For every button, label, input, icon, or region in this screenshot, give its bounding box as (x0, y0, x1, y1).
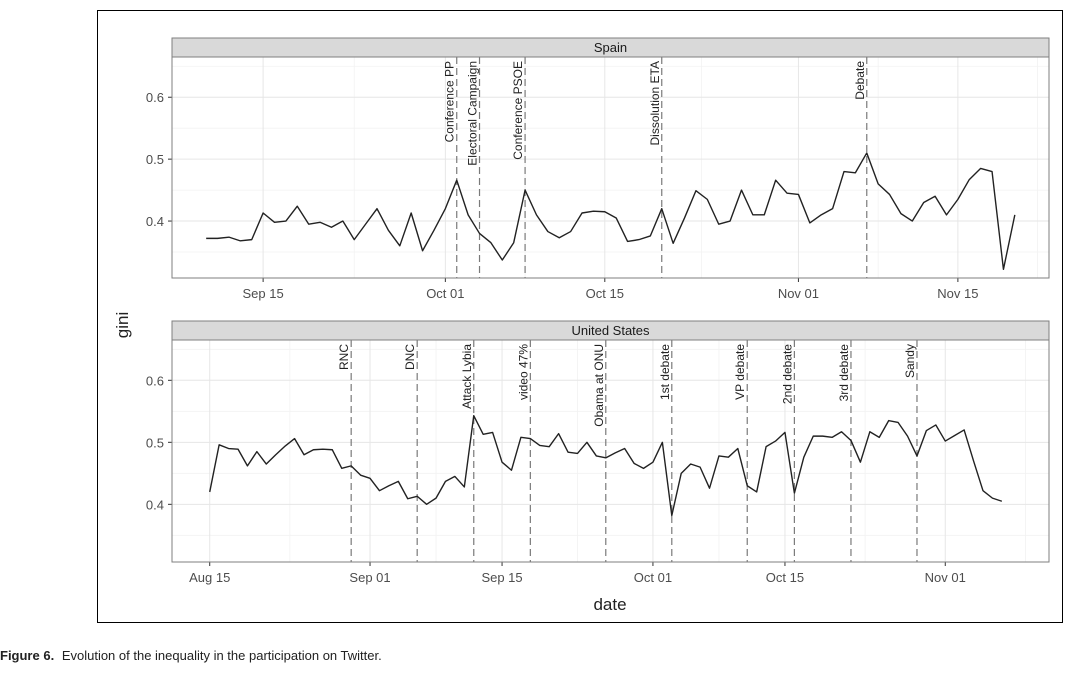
x-tick-label: Oct 01 (426, 286, 464, 301)
event-label: Obama at ONU (592, 344, 606, 427)
event-label: Sandy (903, 344, 917, 378)
event-label: 2nd debate (780, 344, 794, 404)
x-tick-label: Oct 01 (634, 570, 672, 585)
caption-text: Evolution of the inequality in the parti… (62, 648, 382, 663)
event-label: Conference PSOE (511, 61, 525, 160)
caption: Figure 6. Evolution of the inequality in… (0, 648, 382, 663)
x-axis-title: date (593, 595, 626, 614)
event-label: 3rd debate (837, 344, 851, 402)
event-label: 1st debate (658, 344, 672, 400)
event-label: Dissolution ETA (648, 61, 662, 145)
y-axis-title: gini (113, 312, 132, 338)
x-tick-label: Sep 15 (243, 286, 284, 301)
event-label: Electoral Campaign (466, 61, 480, 166)
data-line (206, 152, 1016, 271)
x-tick-label: Aug 15 (189, 570, 230, 585)
strip-title: United States (571, 323, 650, 338)
x-tick-label: Oct 15 (766, 570, 804, 585)
event-label: DNC (403, 344, 417, 370)
event-label: video 47% (516, 344, 530, 400)
event-label: VP debate (733, 344, 747, 400)
data-line (209, 414, 1003, 517)
x-tick-label: Sep 15 (481, 570, 522, 585)
x-tick-label: Nov 01 (778, 286, 819, 301)
y-tick-label: 0.6 (146, 373, 164, 388)
figure-border (97, 10, 1063, 623)
event-label: RNC (337, 344, 351, 370)
y-tick-label: 0.4 (146, 497, 164, 512)
event-label: Conference PP (443, 61, 457, 142)
event-label: Attack Lybia (460, 344, 474, 409)
y-tick-label: 0.5 (146, 152, 164, 167)
x-tick-label: Oct 15 (586, 286, 624, 301)
y-tick-label: 0.5 (146, 435, 164, 450)
x-tick-label: Nov 01 (925, 570, 966, 585)
panel (172, 340, 1049, 562)
y-tick-label: 0.6 (146, 90, 164, 105)
caption-label: Figure 6. (0, 648, 54, 663)
y-tick-label: 0.4 (146, 214, 164, 229)
panel (172, 57, 1049, 278)
strip-title: Spain (594, 40, 627, 55)
x-tick-label: Sep 01 (349, 570, 390, 585)
panel-border (171, 339, 1050, 563)
x-tick-label: Nov 15 (937, 286, 978, 301)
panel-border (171, 56, 1050, 279)
event-label: Debate (853, 61, 867, 100)
